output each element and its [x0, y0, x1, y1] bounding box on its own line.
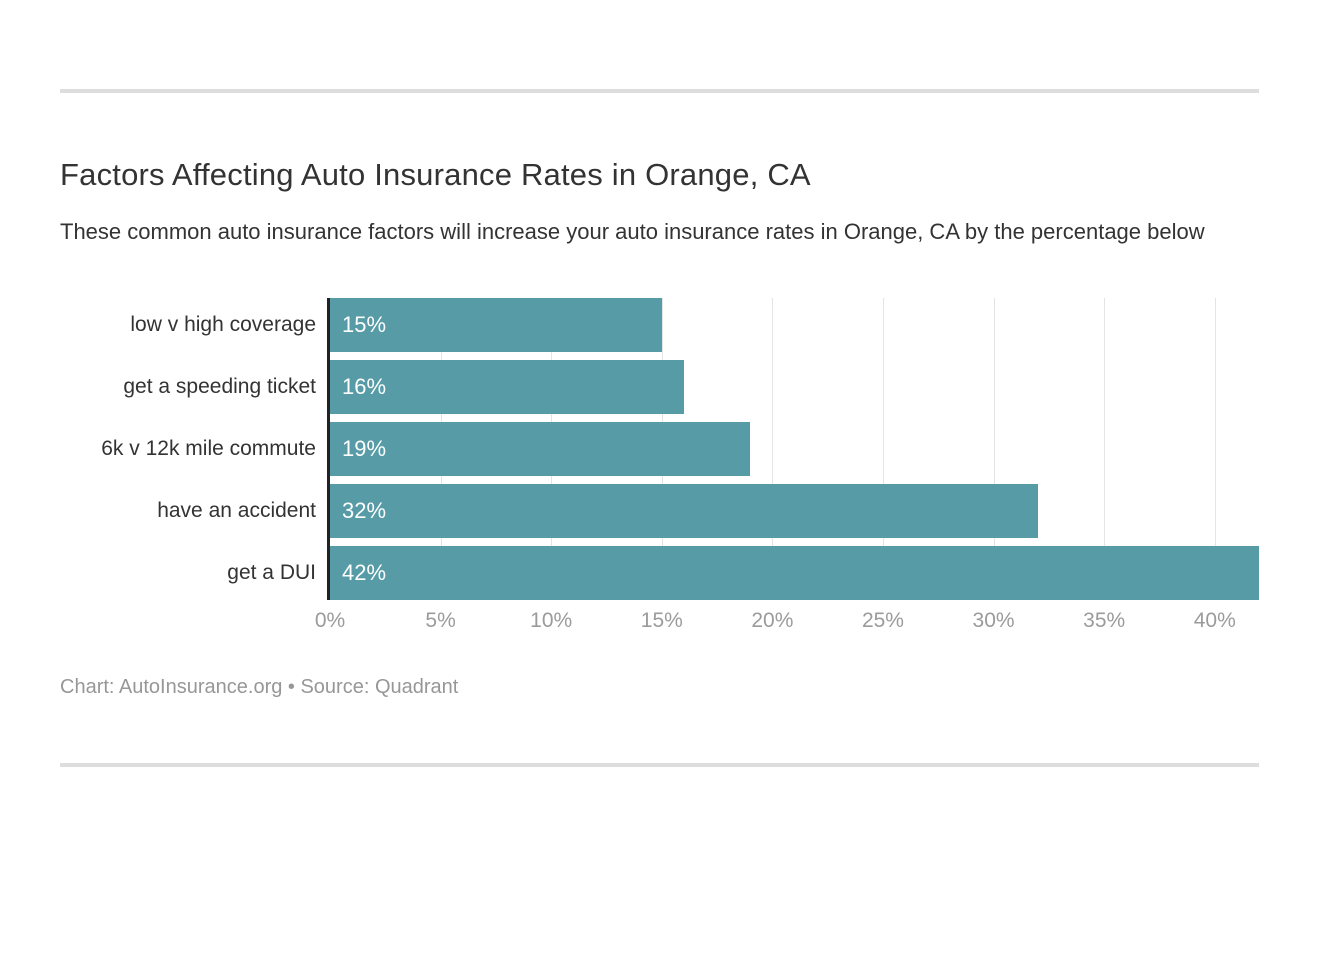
x-axis-tick-label: 35%	[1083, 609, 1126, 632]
top-divider	[60, 89, 1259, 93]
x-axis-tick-label: 30%	[972, 609, 1015, 632]
plot-area: 15% 16% 19% 32% 42%	[327, 298, 1259, 600]
category-label: low v high coverage	[130, 313, 316, 336]
bar: 32%	[330, 484, 1038, 538]
bar-track: 32%	[330, 484, 1259, 538]
x-axis-tick-label: 5%	[425, 609, 456, 632]
gridline	[1214, 298, 1216, 600]
gridline	[1104, 298, 1106, 600]
bar-chart: low v high coverage get a speeding ticket…	[60, 298, 1259, 644]
gridline	[772, 298, 774, 600]
bar-track: 15%	[330, 298, 1259, 352]
x-axis-tick-label: 15%	[640, 609, 683, 632]
x-axis-tick-label: 40%	[1193, 609, 1236, 632]
bar-value-label: 42%	[342, 560, 387, 585]
bar-track: 42%	[330, 546, 1259, 600]
bar-value-label: 16%	[342, 374, 387, 399]
bar: 15%	[330, 298, 662, 352]
gridline	[882, 298, 884, 600]
category-label: get a speeding ticket	[123, 375, 316, 398]
bar-track: 16%	[330, 360, 1259, 414]
x-axis-tick-label: 0%	[314, 609, 346, 632]
bar-track: 19%	[330, 422, 1259, 476]
bar: 16%	[330, 360, 684, 414]
x-axis-tick-label: 25%	[861, 609, 904, 632]
bar-value-label: 32%	[342, 498, 387, 523]
x-axis-tick-label: 20%	[751, 609, 794, 632]
x-axis: 0% 5% 10% 15% 20% 25% 30% 35% 40%	[315, 600, 1259, 644]
page-content: Factors Affecting Auto Insurance Rates i…	[60, 89, 1259, 767]
bar: 42%	[330, 546, 1259, 600]
chart-footer: Chart: AutoInsurance.org • Source: Quadr…	[60, 676, 459, 698]
bar-value-label: 19%	[342, 436, 387, 461]
bar-value-label: 15%	[342, 312, 387, 337]
chart-subtitle: These common auto insurance factors will…	[60, 219, 1205, 244]
bar: 19%	[330, 422, 751, 476]
bottom-divider	[60, 763, 1259, 767]
x-axis-tick-label: 10%	[530, 609, 573, 632]
category-label: have an accident	[157, 499, 316, 522]
gridline	[993, 298, 995, 600]
category-labels: low v high coverage get a speeding ticket…	[60, 298, 327, 644]
category-label: get a DUI	[227, 561, 316, 584]
plot-column: 15% 16% 19% 32% 42% 0% 5% 10% 15% 20% 25% 30% 35% 40…	[315, 298, 1259, 644]
category-label: 6k v 12k mile commute	[101, 437, 316, 460]
chart-title: Factors Affecting Auto Insurance Rates i…	[60, 157, 811, 192]
